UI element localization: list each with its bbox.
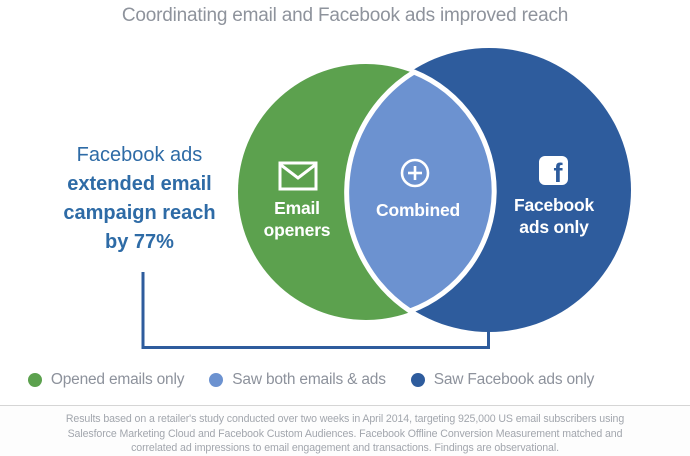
facebook-ads-label: Facebook ads only: [513, 195, 595, 237]
stat-line-1: Facebook ads: [76, 144, 203, 166]
envelope-icon: [278, 161, 318, 191]
stat-line-2: extended email: [67, 173, 212, 195]
venn-overlap-lens: [344, 69, 497, 314]
facebook-icon: f: [539, 156, 568, 185]
legend: Opened emails only Saw both emails & ads…: [0, 368, 690, 392]
footnote-line-1: Results based on a retailer's study cond…: [65, 413, 625, 425]
legend-item-opened-emails: Opened emails only: [27, 371, 185, 389]
light-blue-dot-icon: [209, 373, 224, 387]
legend-label: Saw Facebook ads only: [433, 371, 595, 388]
plus-circle-icon: [400, 158, 430, 188]
combined-label: Combined: [376, 200, 460, 220]
page-title: Coordinating email and Facebook ads impr…: [121, 5, 569, 26]
legend-item-saw-facebook: Saw Facebook ads only: [410, 371, 595, 389]
legend-label: Saw both emails & ads: [232, 371, 386, 388]
footnote-line-3: correlated ad impressions to email engag…: [131, 442, 559, 454]
stat-line-3: campaign reach: [63, 202, 216, 224]
legend-item-saw-both: Saw both emails & ads: [209, 371, 386, 389]
email-openers-label: Email openers: [263, 198, 331, 240]
footnote-line-2: Salesforce Marketing Cloud and Facebook …: [67, 427, 623, 440]
stat-callout: Facebook ads extended email campaign rea…: [32, 141, 247, 257]
green-dot-icon: [27, 373, 42, 387]
dark-blue-dot-icon: [410, 373, 425, 387]
footnote: Results based on a retailer's study cond…: [0, 405, 690, 456]
callout-connector-line: [141, 272, 490, 349]
legend-label: Opened emails only: [50, 371, 185, 388]
stat-line-4: by 77%: [105, 231, 174, 253]
